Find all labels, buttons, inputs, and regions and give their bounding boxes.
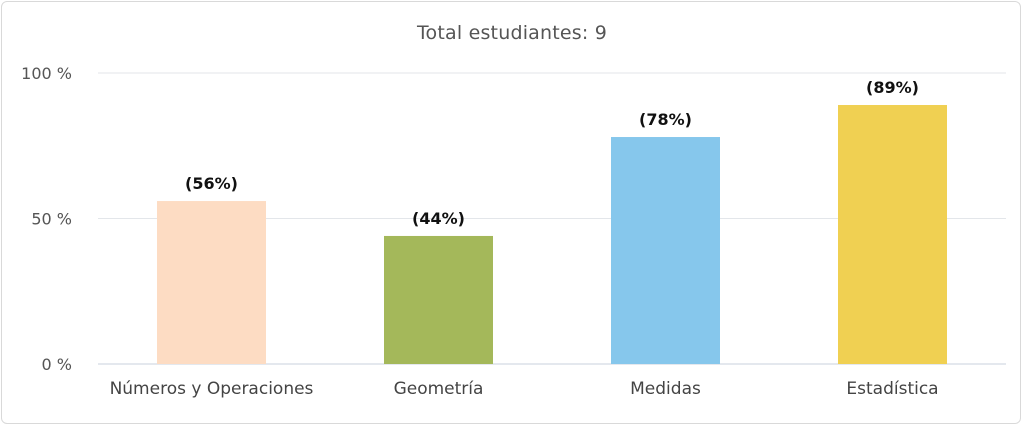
bar-0	[157, 201, 266, 364]
y-tick-label-0: 0 %	[42, 355, 72, 374]
bar-3	[838, 105, 947, 364]
bar-1	[384, 235, 493, 364]
y-tick-label-1: 50 %	[31, 210, 72, 229]
bar-layer	[157, 105, 947, 364]
y-tick-label-2: 100 %	[21, 64, 72, 83]
chart-title: Total estudiantes: 9	[416, 22, 608, 44]
label-layer: 0 % 50 % 100 % (56%) Números y Operaciones (4…	[21, 64, 938, 399]
data-label-3: (89%)	[866, 78, 919, 97]
data-label-1: (44%)	[412, 209, 465, 228]
data-label-0: (56%)	[185, 174, 238, 193]
data-label-2: (78%)	[639, 110, 692, 129]
category-label-3: Estadística	[846, 379, 938, 399]
category-label-1: Geometría	[394, 379, 484, 399]
category-label-2: Medidas	[630, 379, 701, 399]
category-label-0: Números y Operaciones	[110, 379, 314, 399]
bar-2	[611, 137, 720, 364]
